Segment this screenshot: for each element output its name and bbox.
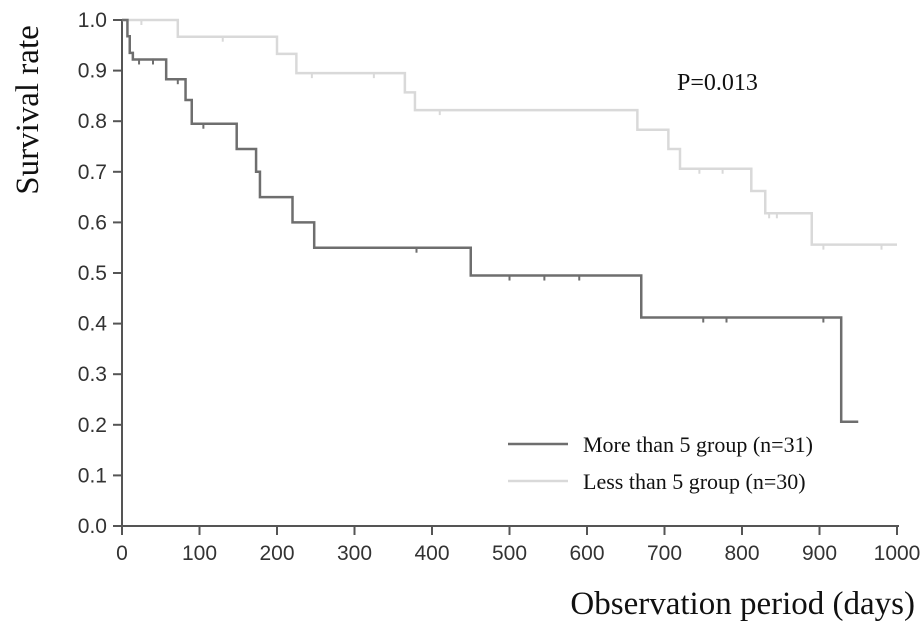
legend: More than 5 group (n=31) Less than 5 gro… [508, 432, 813, 494]
x-tick-label: 500 [492, 542, 527, 565]
x-tick-label: 100 [182, 542, 217, 565]
tick-group: 0.0 0.1 0.2 0.3 0.4 0.5 0.6 0.7 0.8 0.9 1.0 0 100 200… [78, 9, 921, 565]
x-axis-label: Observation period (days) [570, 586, 915, 622]
x-tick-label: 800 [724, 542, 759, 565]
x-tick-label: 200 [259, 542, 294, 565]
x-tick-label: 1000 [874, 542, 921, 565]
series-layer [122, 18, 897, 424]
x-tick-label: 700 [647, 542, 682, 565]
y-tick-label: 0.4 [78, 313, 108, 336]
y-axis-label: Survival rate [10, 25, 46, 195]
y-tick-label: 1.0 [78, 9, 107, 32]
y-tick-label: 0.1 [78, 464, 107, 487]
y-tick-label: 0.5 [78, 262, 107, 285]
y-tick-label: 0.0 [78, 515, 107, 538]
x-tick-label: 400 [414, 542, 449, 565]
y-tick-label: 0.2 [78, 414, 107, 437]
x-tick-label: 300 [337, 542, 372, 565]
y-tick-label: 0.9 [78, 60, 107, 83]
series-line-1 [122, 18, 897, 246]
y-tick-label: 0.7 [78, 161, 107, 184]
y-tick-label: 0.6 [78, 211, 107, 234]
y-tick-label: 0.8 [78, 110, 107, 133]
x-tick-label: 600 [569, 542, 604, 565]
y-tick-label: 0.3 [78, 363, 107, 386]
legend-label-more-than-5: More than 5 group (n=31) [583, 432, 813, 457]
legend-label-less-than-5: Less than 5 group (n=30) [583, 469, 806, 494]
series-line-0 [122, 18, 859, 424]
x-tick-label: 900 [802, 542, 837, 565]
p-value-annotation: P=0.013 [677, 70, 758, 96]
x-tick-label: 0 [116, 542, 128, 565]
